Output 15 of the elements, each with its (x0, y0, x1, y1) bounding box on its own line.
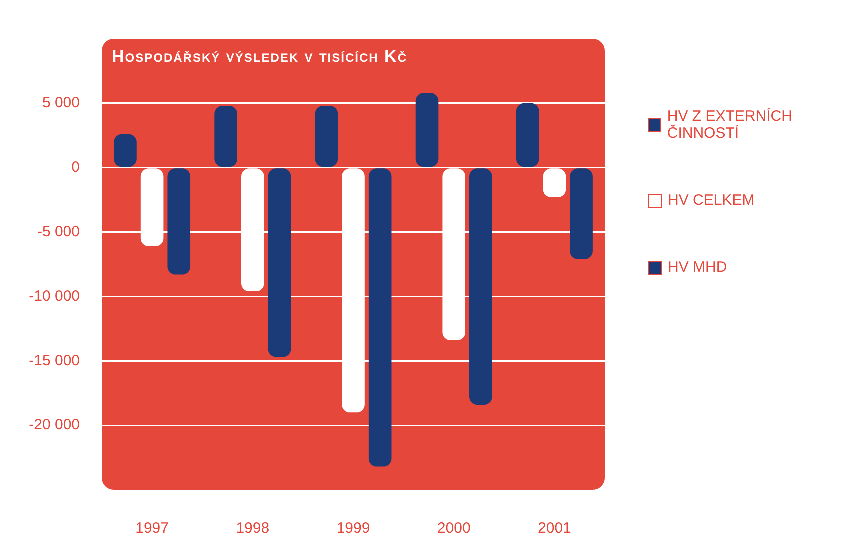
y-tick-label: -5 000 (37, 223, 80, 240)
legend-label: HV MHD (668, 259, 728, 276)
y-tick-label: 5 000 (42, 94, 80, 112)
y-tick-label: -10 000 (29, 288, 80, 305)
legend-label: HV CELKEM (668, 192, 755, 209)
legend-label: HV Z EXTERNÍCH ČINNOSTÍ (667, 108, 794, 142)
y-tick-label: -20 000 (29, 416, 80, 434)
text: Hospodářský výsledek v tisících Kč (112, 47, 408, 67)
x-tick-label: 1998 (236, 520, 270, 538)
x-tick-label: 2001 (538, 520, 572, 538)
x-tick-label: 1999 (336, 520, 370, 538)
y-tick-label: -15 000 (29, 352, 80, 370)
x-tick-label: 1997 (136, 520, 169, 538)
y-tick-label: 0 (72, 159, 80, 176)
x-tick-label: 2000 (437, 520, 471, 538)
